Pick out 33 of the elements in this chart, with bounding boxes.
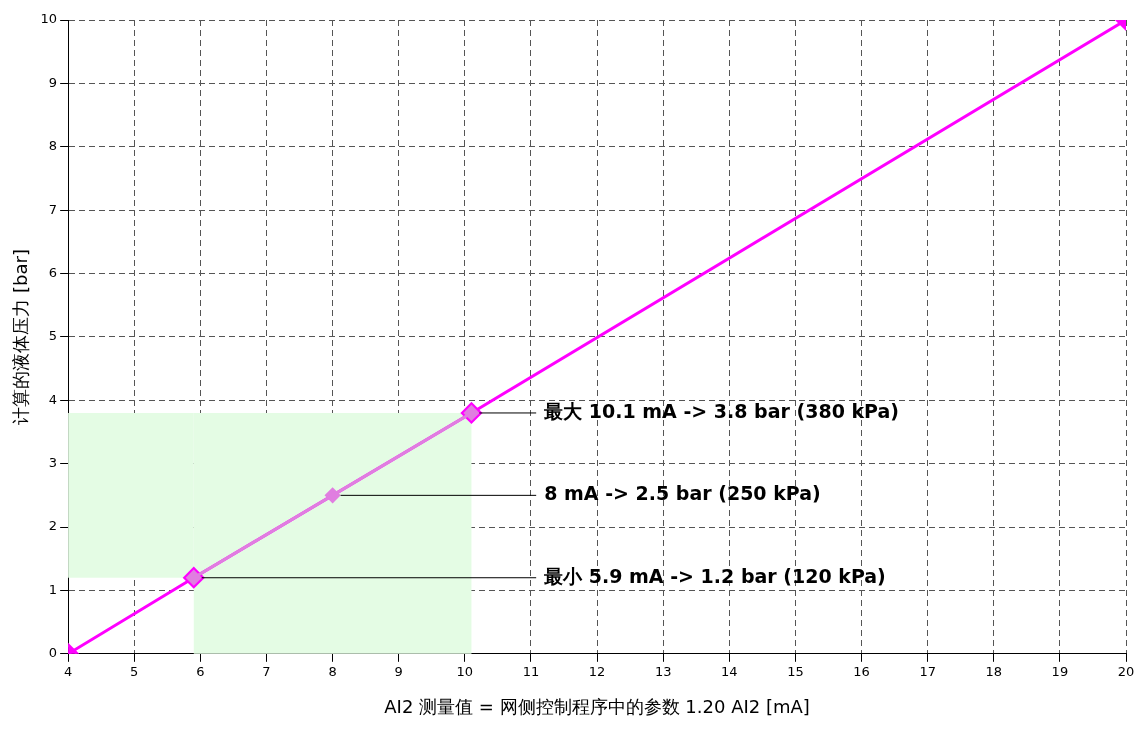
y-axis-title: 计算的液体压力 [bar]: [10, 249, 32, 425]
y-tick-label: 4: [48, 391, 58, 407]
x-tick-label: 17: [919, 663, 936, 679]
x-tick-label: 16: [853, 663, 870, 679]
x-tick-label: 14: [721, 663, 738, 679]
y-tick-label: 6: [48, 264, 58, 280]
y-tick-label: 9: [48, 74, 58, 90]
annotation: 最小 5.9 mA -> 1.2 bar (120 kPa): [543, 564, 886, 587]
x-tick-label: 5: [130, 663, 139, 679]
x-tick-label: 11: [522, 663, 540, 679]
x-tick-label: 12: [588, 663, 606, 679]
annotation: 8 mA -> 2.5 bar (250 kPa): [544, 482, 821, 505]
y-tick-label: 0: [48, 645, 58, 661]
x-axis-title: AI2 测量值 = 网侧控制程序中的参数 1.20 AI2 [mA]: [384, 695, 810, 717]
y-tick-label: 1: [48, 581, 58, 597]
x-tick-label: 4: [64, 663, 73, 679]
x-tick-label: 13: [654, 663, 672, 679]
x-tick-label: 20: [1117, 663, 1135, 679]
x-tick-label: 7: [262, 663, 271, 679]
y-tick-label: 5: [48, 328, 58, 344]
x-tick-label: 6: [196, 663, 205, 679]
x-tick-label: 10: [456, 663, 474, 679]
y-tick-label: 7: [48, 201, 58, 217]
annotation: 最大 10.1 mA -> 3.8 bar (380 kPa): [543, 399, 900, 422]
y-tick-label: 2: [48, 518, 58, 534]
x-tick-label: 8: [328, 663, 337, 679]
x-tick-label: 18: [985, 663, 1003, 679]
x-tick-label: 15: [787, 663, 804, 679]
y-tick-label: 10: [40, 11, 58, 27]
x-tick-label: 9: [394, 663, 403, 679]
x-tick-label: 19: [1051, 663, 1069, 679]
y-tick-label: 8: [48, 138, 58, 154]
y-tick-label: 3: [48, 455, 58, 471]
